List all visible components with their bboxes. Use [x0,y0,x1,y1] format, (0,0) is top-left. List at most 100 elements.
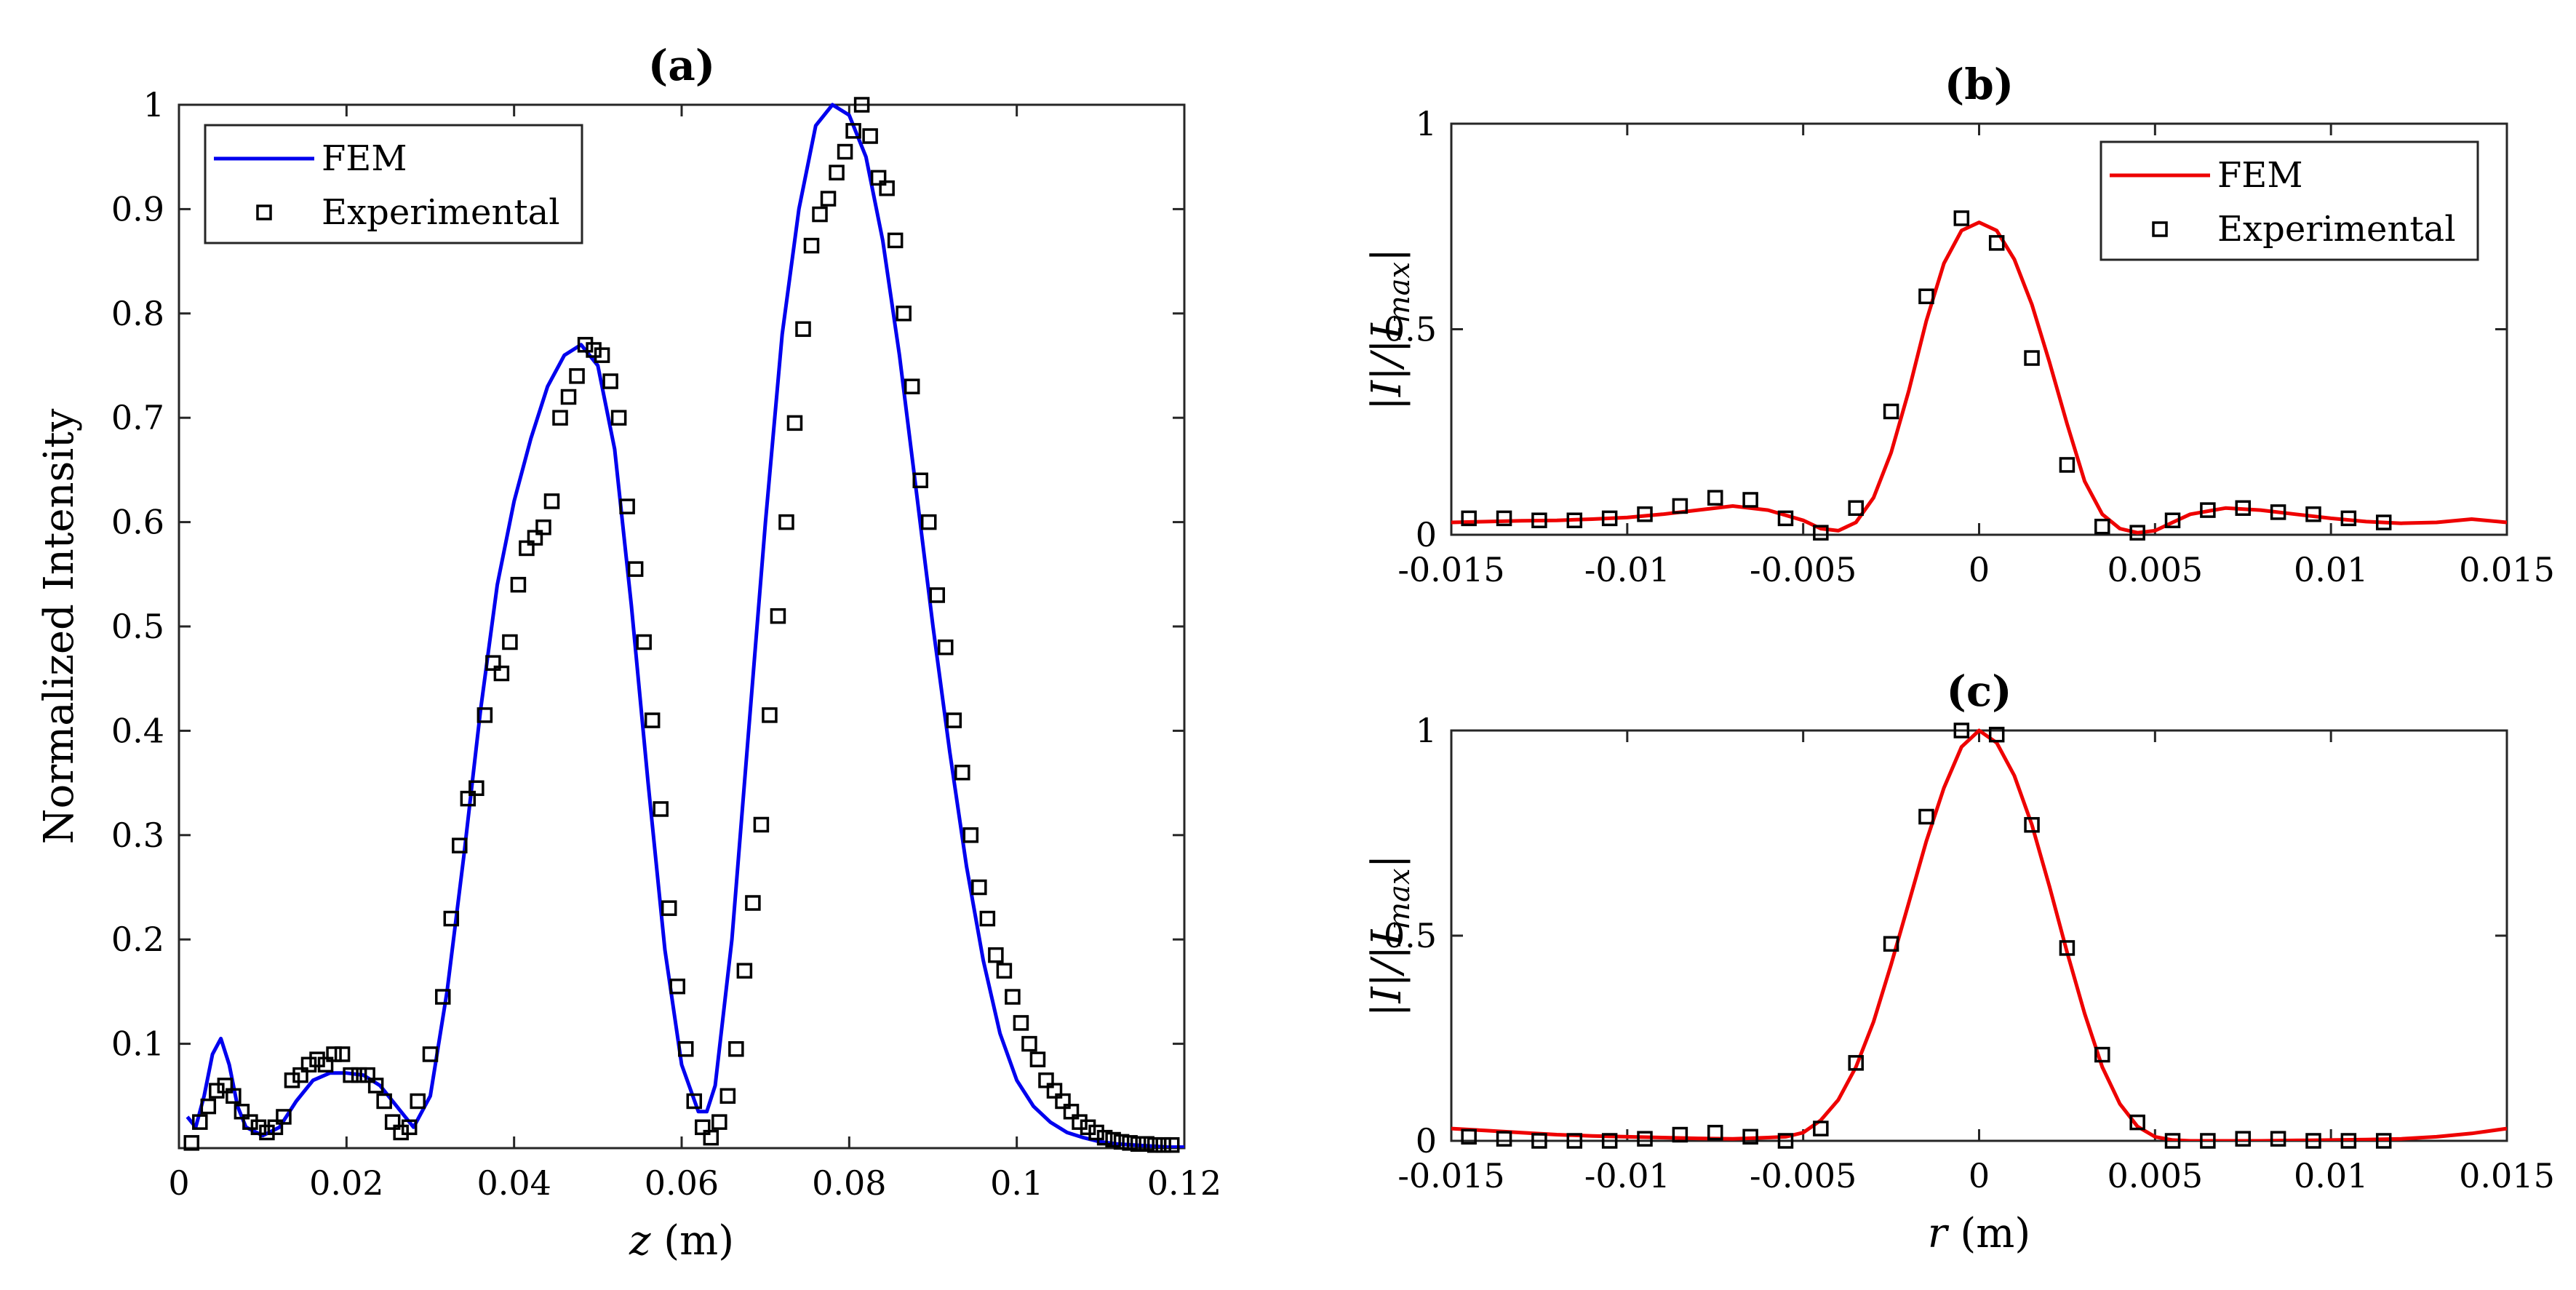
experimental-point [460,790,476,807]
legend-experimental-label: Experimental [322,192,560,233]
fem-series-line-b [1451,220,2507,535]
experimental-point [1088,1124,1104,1141]
experimental-point [1672,498,1688,514]
experimental-point [2024,350,2040,366]
experimental-point [292,1067,308,1083]
experimental-point [267,1119,284,1136]
experimental-point [745,895,761,911]
experimental-point [1147,1136,1163,1153]
experimental-point [678,1041,694,1057]
y-tick-label-a: 0.8 [111,294,164,333]
y-tick-label-c: 1 [1416,711,1437,750]
experimental-point [1707,490,1723,506]
experimental-point [786,415,803,431]
experimental-point [2094,1046,2110,1063]
y-tick-label-b: 1 [1416,104,1437,143]
legend-experimental-label: Experimental [2217,209,2456,250]
x-tick-label-c: 0.015 [2459,1156,2555,1195]
x-tick-label-a: 0.1 [990,1163,1043,1203]
experimental-point [845,123,861,139]
experimental-point [367,1078,384,1094]
experimental-point [1566,1133,1583,1149]
panel-b: -0.015 -0.01 -0.005 0 0.005 0.01 0.015 0 0.5 1 (b)… [1363,60,2555,589]
experimental-point [1005,989,1021,1005]
experimental-point [594,347,610,363]
experimental-point [1013,1015,1029,1031]
experimental-point [703,1129,719,1146]
experimental-series-c [1461,722,2392,1149]
experimental-point [938,639,954,656]
experimental-point [1777,510,1794,527]
x-axis-unit: (m) [650,1217,734,1265]
experimental-point [870,170,887,186]
ylabel-main: |I|/|I [1363,322,1411,410]
experimental-point [971,879,987,896]
y-tick-label-b: 0.5 [1384,310,1437,349]
experimental-point [276,1109,292,1125]
legend-box [2100,140,2479,261]
experimental-point [317,1056,334,1073]
experimental-point [1848,500,1864,517]
experimental-point [1883,936,1899,952]
experimental-point [2164,1133,2181,1149]
experimental-point [661,900,677,916]
experimental-point [384,1114,401,1130]
chart-title-b: (b) [1945,60,2014,109]
experimental-point [820,191,837,207]
legend-box [204,124,583,244]
experimental-point [351,1067,367,1083]
x-tick-label-c: -0.01 [1584,1156,1670,1195]
experimental-point [2375,514,2392,530]
y-tick-label-a: 0.7 [111,398,164,437]
experimental-point [636,634,652,650]
experimental-point [1953,722,1970,738]
experimental-point [2094,518,2110,535]
experimental-point [1813,1120,1829,1136]
y-tick-label-c: 0.5 [1384,916,1437,955]
experimental-point [627,561,644,577]
experimental-point [2305,506,2321,522]
experimental-point [250,1119,267,1136]
experimental-point [2164,512,2181,528]
experimental-point [510,576,527,593]
experimental-point [359,1067,375,1083]
x-tick-label-c: 0.005 [2107,1156,2203,1195]
experimental-point [1139,1136,1155,1152]
experimental-point [2270,504,2286,520]
legend-b: FEM Experimental [2100,140,2479,261]
y-tick-label-a: 1 [143,85,164,124]
chart-title-c: (c) [1946,666,2011,716]
experimental-point [644,712,661,728]
experimental-point [896,306,912,322]
panel-c: -0.015 -0.01 -0.005 0 0.005 0.01 0.015 0 0.5 1 (c)… [1363,666,2555,1257]
experimental-point [2340,1133,2357,1149]
experimental-series-b [1461,210,2392,541]
experimental-point [719,1088,736,1104]
x-tick-label-b: 0 [1969,550,1990,589]
experimental-point [2024,816,2040,833]
experimental-point [334,1046,351,1062]
x-axis-unit: (m) [1947,1210,2031,1257]
experimental-point [209,1083,225,1099]
experimental-point [1988,235,2005,251]
x-tick-label-b: 0.01 [2294,550,2368,589]
x-tick-label-a: 0 [168,1163,189,1203]
experimental-point [879,180,895,196]
experimental-point [401,1119,418,1136]
experimental-point [552,410,568,426]
experimental-point [929,587,946,603]
experimental-point [1021,1035,1037,1052]
plot-frame-a [178,103,1186,1150]
experimental-point [502,634,518,650]
experimental-point [1046,1083,1063,1099]
ylabel-subscript: max [1383,868,1416,929]
experimental-point [393,1124,409,1141]
experimental-point [242,1114,258,1130]
experimental-point [2200,502,2216,518]
legend-fem-label: FEM [2217,155,2303,196]
experimental-point [2129,525,2145,541]
x-tick-label-a: 0.06 [645,1163,719,1203]
experimental-point [226,1088,242,1104]
experimental-point [736,963,753,979]
x-tick-label-b: -0.015 [1397,550,1504,589]
